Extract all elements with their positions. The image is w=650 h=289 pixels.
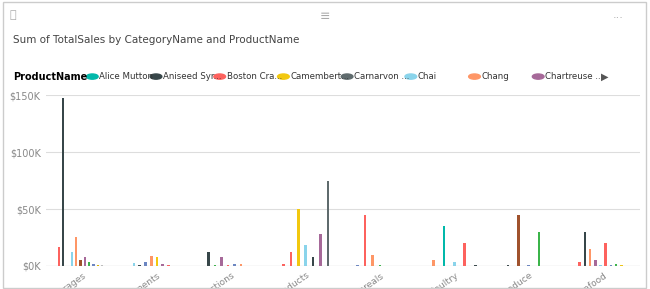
Bar xyxy=(88,262,90,266)
Bar xyxy=(220,257,223,266)
Bar xyxy=(79,260,82,266)
Bar xyxy=(356,265,359,266)
Bar xyxy=(101,265,103,266)
Text: Carnarvon ...: Carnarvon ... xyxy=(354,72,410,81)
Bar xyxy=(527,265,530,266)
Text: ProductName: ProductName xyxy=(13,72,87,81)
Text: Boston Cra...: Boston Cra... xyxy=(227,72,282,81)
Bar xyxy=(599,265,602,266)
Text: ⓘ: ⓘ xyxy=(10,10,16,20)
Bar xyxy=(371,255,374,266)
Bar xyxy=(75,238,77,266)
Bar xyxy=(214,265,216,266)
Bar xyxy=(57,247,60,266)
Bar xyxy=(364,215,367,266)
Bar xyxy=(167,265,170,266)
Bar xyxy=(133,263,135,266)
Bar xyxy=(227,265,229,266)
Text: ...: ... xyxy=(613,10,624,20)
Text: ≡: ≡ xyxy=(320,10,330,23)
Bar xyxy=(297,209,300,266)
Bar xyxy=(453,262,456,266)
Bar xyxy=(233,264,236,266)
Bar xyxy=(620,265,623,266)
Bar xyxy=(584,232,586,266)
Bar xyxy=(474,265,476,266)
Bar xyxy=(615,264,618,266)
Text: Camembert...: Camembert... xyxy=(291,72,350,81)
Bar xyxy=(538,232,540,266)
Bar xyxy=(432,260,435,266)
Text: Aniseed Syr...: Aniseed Syr... xyxy=(163,72,222,81)
Bar xyxy=(289,252,292,266)
Bar xyxy=(589,249,592,266)
Bar xyxy=(604,243,607,266)
Bar xyxy=(240,264,242,266)
Text: Alice Mutton: Alice Mutton xyxy=(99,72,153,81)
Bar xyxy=(312,257,315,266)
Bar xyxy=(62,98,64,266)
Text: Chang: Chang xyxy=(482,72,510,81)
Bar xyxy=(161,264,164,266)
Bar xyxy=(97,265,99,266)
Bar xyxy=(610,265,612,266)
Bar xyxy=(92,264,95,266)
Text: ▶: ▶ xyxy=(601,72,608,81)
Bar xyxy=(578,262,581,266)
Text: Chartreuse ...: Chartreuse ... xyxy=(545,72,604,81)
Text: Sum of TotalSales by CategoryName and ProductName: Sum of TotalSales by CategoryName and Pr… xyxy=(13,35,300,45)
Bar xyxy=(282,264,285,266)
Bar xyxy=(506,265,509,266)
Bar xyxy=(144,262,147,266)
Bar xyxy=(379,265,382,266)
Bar xyxy=(207,252,210,266)
Bar xyxy=(71,252,73,266)
Bar xyxy=(319,234,322,266)
Bar xyxy=(463,243,466,266)
Bar xyxy=(156,257,159,266)
Bar xyxy=(150,256,153,266)
Bar xyxy=(138,265,141,266)
Bar xyxy=(304,245,307,266)
Bar xyxy=(327,181,330,266)
Bar xyxy=(517,215,519,266)
Bar xyxy=(594,260,597,266)
Bar xyxy=(84,257,86,266)
Bar xyxy=(443,226,445,266)
Text: Chai: Chai xyxy=(418,72,437,81)
